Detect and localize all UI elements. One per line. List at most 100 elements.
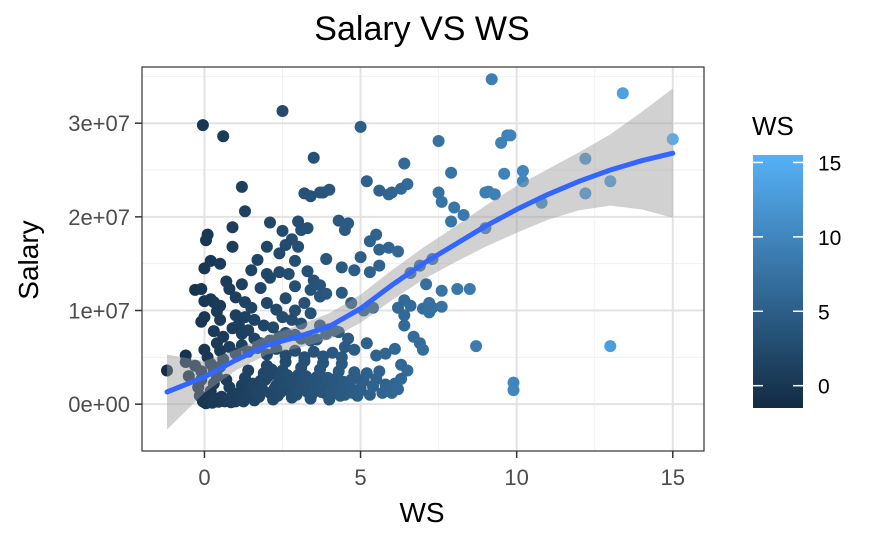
y-axis-title: Salary [13,220,44,299]
data-point [463,283,476,295]
data-point [353,386,365,398]
data-point [420,278,433,291]
data-point [320,287,333,300]
y-axis: 0e+00 1e+07 2e+07 3e+07 [68,111,142,417]
colorbar-ticks: 0 5 10 15 [753,152,841,399]
data-point [398,309,411,322]
x-axis: 0 5 10 15 [198,451,685,490]
x-tick-label: 10 [504,465,528,490]
data-point [435,300,448,313]
data-point [210,305,223,318]
data-point [348,264,361,277]
data-point [198,295,211,308]
data-point [345,297,358,309]
data-point [301,222,314,235]
data-point [304,283,317,296]
data-point [423,306,436,319]
data-point [260,297,273,309]
y-tick-label: 0e+00 [68,392,130,417]
data-point [214,257,227,270]
data-point [260,268,273,280]
data-point [457,209,470,221]
data-point [498,167,511,180]
y-tick-label: 1e+07 [68,299,130,324]
data-point [360,175,373,188]
x-tick-label: 5 [354,465,366,490]
data-point [198,262,211,275]
data-point [276,224,289,237]
data-point [292,215,305,228]
data-point [276,311,289,324]
data-point [435,284,448,297]
data-point [298,351,311,364]
legend: WS 0 5 10 15 [752,111,841,408]
data-point [363,235,376,248]
data-point [382,188,395,201]
data-point [248,313,261,326]
data-point [335,261,348,274]
data-point [373,184,386,197]
data-point [226,240,239,253]
data-point [349,371,362,384]
data-point [256,383,269,396]
panel-background [142,67,704,451]
data-point [485,73,498,86]
data-point [395,182,408,195]
data-point [289,254,301,267]
data-point [229,291,242,304]
data-point [392,383,404,396]
x-axis-title: WS [399,497,444,528]
data-point [329,325,342,338]
data-point [398,319,411,332]
data-point [516,165,529,177]
data-point [488,188,501,201]
data-point [332,214,345,227]
data-point [304,307,317,320]
data-point [373,259,386,272]
data-point [223,283,236,295]
data-point [382,241,395,254]
data-point [301,265,314,278]
data-point [260,348,273,361]
plot-panel [141,66,705,452]
legend-title: WS [752,111,794,141]
data-point [335,351,348,364]
data-point [260,240,273,253]
data-point [195,315,208,328]
data-point [304,190,317,203]
smooth-line [164,150,676,395]
data-point [235,180,248,193]
colorbar-tick-label: 0 [818,376,830,399]
data-point [504,129,517,142]
data-point [229,309,242,322]
data-point [298,297,311,309]
data-point [432,135,445,147]
data-point [317,350,330,363]
colorbar-tick-label: 10 [818,227,841,250]
data-point [314,279,326,292]
data-point [242,364,255,377]
data-point [265,363,278,376]
data-point [239,205,251,218]
data-point [379,347,392,360]
data-point [226,322,239,335]
data-point [299,370,312,383]
data-point [182,370,195,383]
data-point [348,343,361,356]
data-point [226,221,239,234]
data-point [516,175,529,188]
data-point [310,333,323,346]
data-point [307,151,320,164]
data-point [360,337,373,350]
data-point [273,247,286,260]
data-point [245,301,258,314]
data-point [217,130,230,143]
data-point [354,251,367,264]
data-point [388,342,401,355]
data-point [326,346,339,359]
data-point [354,120,367,133]
data-point [235,327,248,340]
data-point [360,367,373,380]
data-point [342,217,355,230]
x-tick-label: 15 [661,465,685,490]
